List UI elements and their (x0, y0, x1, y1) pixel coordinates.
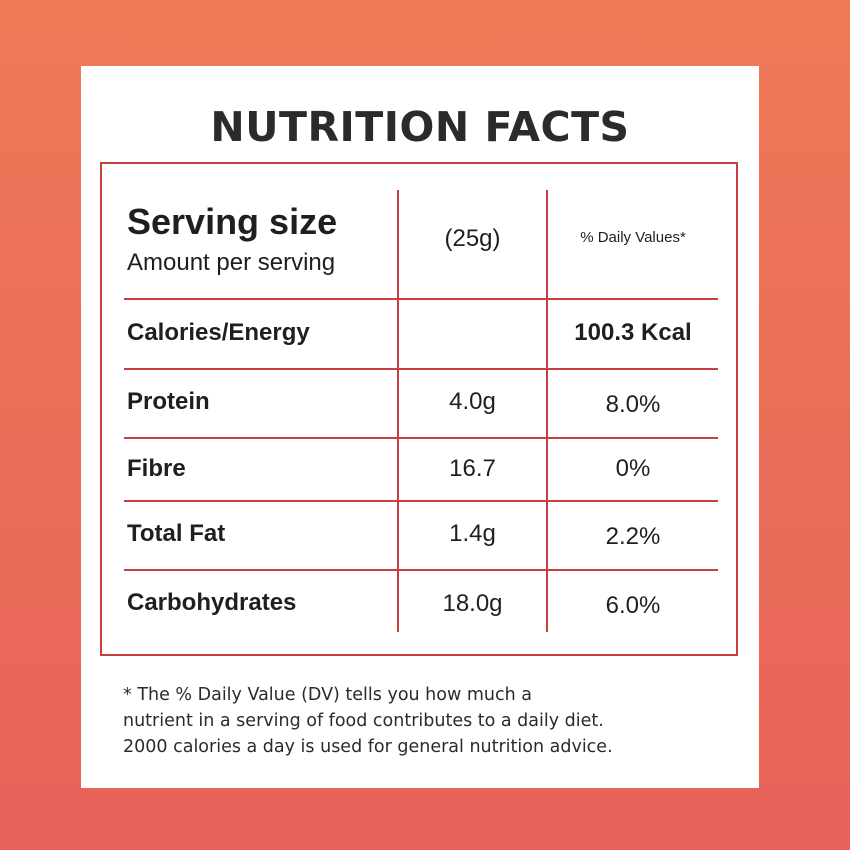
nutrient-amount-carbohydrates: 18.0g (442, 590, 503, 617)
amount-per-serving-label: Amount per serving (127, 249, 336, 276)
footnote-line-3: 2000 calories a day is used for general … (123, 737, 613, 757)
nutrition-table: Serving size Amount per serving (25g) % … (100, 162, 738, 656)
nutrient-name-calories: Calories/Energy (127, 319, 310, 346)
nutrient-name-fibre: Fibre (127, 455, 186, 482)
nutrient-dv-calories: 100.3 Kcal (574, 319, 692, 346)
nutrient-dv-fibre: 0% (615, 455, 651, 482)
nutrient-name-total-fat: Total Fat (127, 520, 226, 547)
nutrient-amount-fibre: 16.7 (449, 455, 496, 482)
nutrition-card: NUTRITION FACTS Serving size Amount per … (81, 66, 759, 788)
footnote-line-2: nutrient in a serving of food contribute… (123, 711, 604, 731)
nutrient-name-protein: Protein (127, 388, 210, 415)
nutrition-title: NUTRITION FACTS (210, 103, 630, 151)
column-divider-2 (546, 190, 548, 632)
row-divider-3 (124, 437, 718, 439)
daily-values-label: % Daily Values* (580, 229, 686, 246)
nutrient-amount-protein: 4.0g (449, 388, 496, 415)
serving-amount: (25g) (444, 225, 501, 252)
row-divider-4 (124, 500, 718, 502)
daily-value-footnote: * The % Daily Value (DV) tells you how m… (123, 682, 743, 760)
serving-size-label: Serving size (127, 201, 338, 242)
nutrient-dv-protein: 8.0% (605, 391, 661, 418)
nutrient-name-carbohydrates: Carbohydrates (127, 589, 297, 616)
column-divider-1 (397, 190, 399, 632)
row-divider-2 (124, 368, 718, 370)
nutrient-dv-carbohydrates: 6.0% (605, 592, 661, 619)
footnote-line-1: * The % Daily Value (DV) tells you how m… (123, 685, 532, 705)
nutrient-amount-total-fat: 1.4g (449, 520, 496, 547)
row-divider-1 (124, 298, 718, 300)
nutrient-dv-total-fat: 2.2% (605, 523, 661, 550)
row-divider-5 (124, 569, 718, 571)
